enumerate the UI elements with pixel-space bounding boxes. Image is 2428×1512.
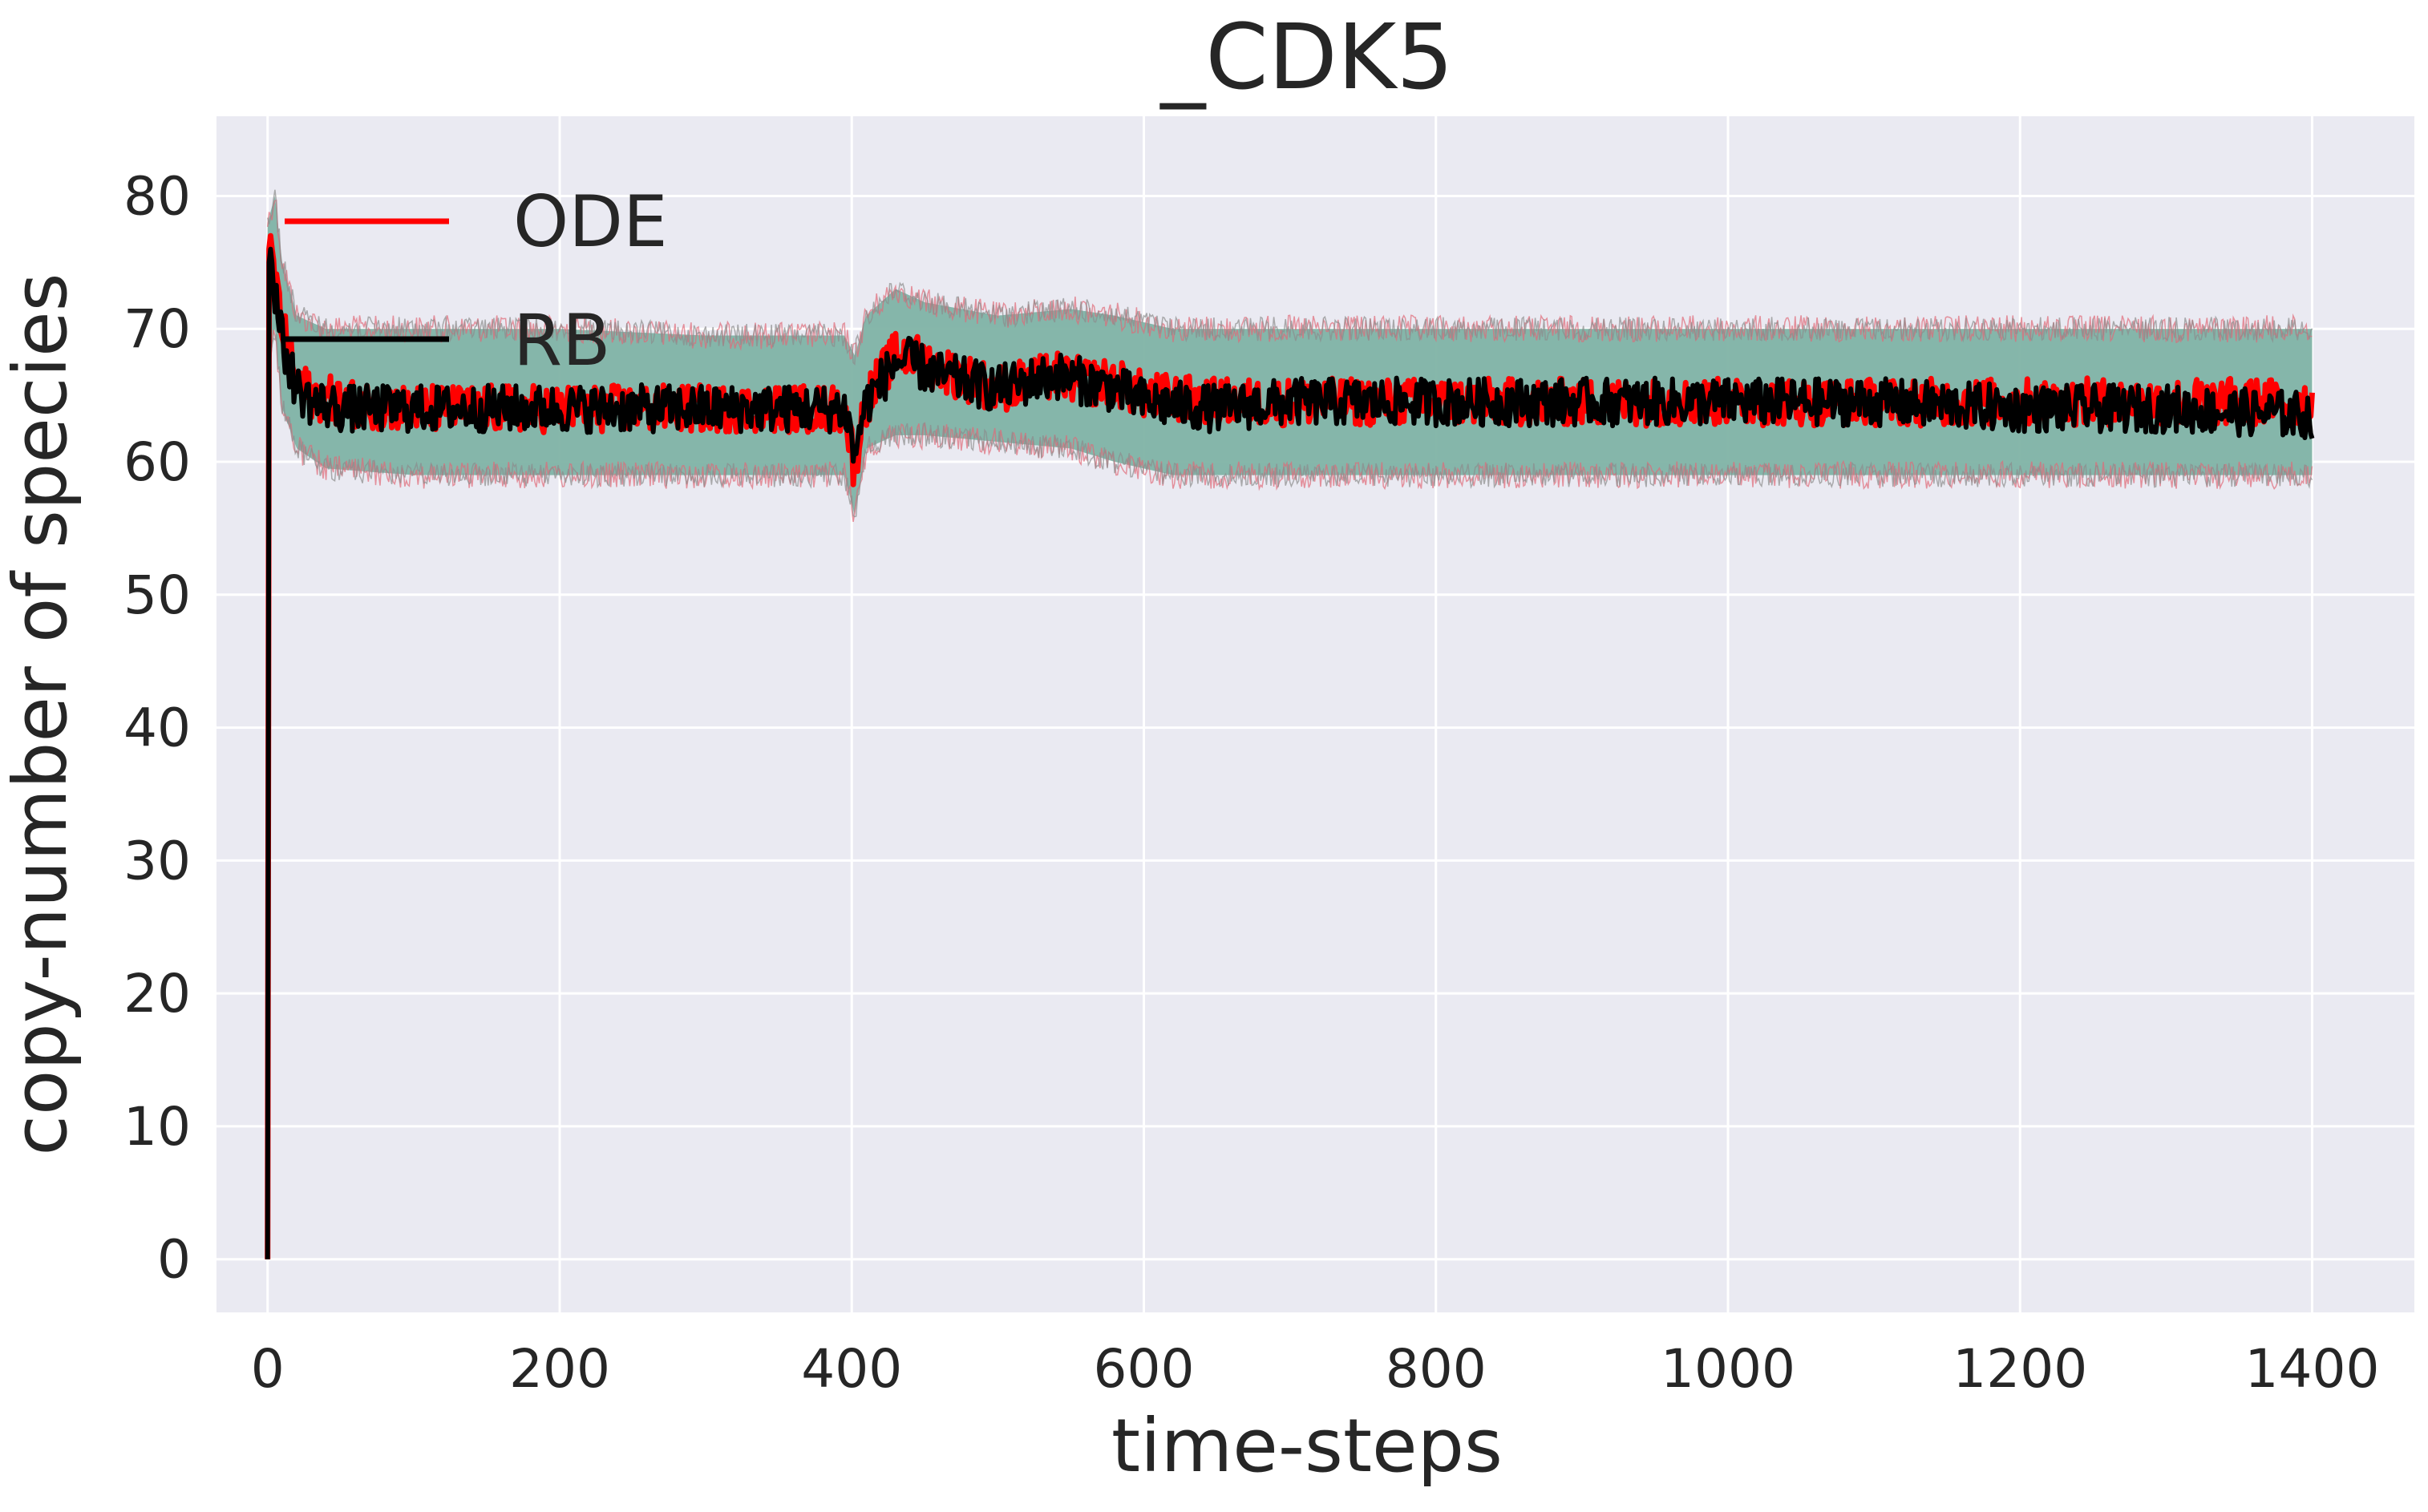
chart-title: _CDK5 [1159, 6, 1453, 110]
y-tick-label: 50 [123, 564, 191, 626]
band-edge-noise [266, 189, 2313, 366]
x-tick-label: 0 [251, 1338, 285, 1400]
y-tick-label: 0 [157, 1229, 191, 1291]
y-tick-label: 80 [123, 165, 191, 227]
legend-rb-label: RB [513, 299, 611, 382]
band-edge-noise [266, 199, 2313, 360]
legend-ode-label: ODE [513, 180, 668, 263]
y-tick-label: 10 [123, 1096, 191, 1158]
plot-background [216, 116, 2414, 1312]
series-lines [265, 232, 2315, 1259]
confidence-band [266, 189, 2313, 523]
y-tick-label: 70 [123, 298, 191, 360]
y-tick-labels: 0 10 20 30 40 50 60 70 80 [123, 165, 191, 1290]
band-area [267, 196, 2313, 515]
x-tick-label: 400 [801, 1338, 902, 1400]
grid [216, 116, 2414, 1312]
x-tick-labels: 0 200 400 600 800 1000 1200 1400 [251, 1338, 2380, 1400]
y-axis-label: copy-number of species [0, 273, 83, 1155]
x-tick-label: 1400 [2245, 1338, 2380, 1400]
y-tick-label: 20 [123, 963, 191, 1025]
x-axis-label: time-steps [1111, 1403, 1503, 1489]
y-tick-label: 30 [123, 830, 191, 891]
x-tick-label: 1000 [1661, 1338, 1795, 1400]
x-tick-label: 600 [1094, 1338, 1195, 1400]
x-tick-label: 800 [1386, 1338, 1487, 1400]
band-edge-noise [266, 334, 2313, 518]
x-tick-label: 1200 [1953, 1338, 2087, 1400]
y-tick-label: 60 [123, 431, 191, 493]
y-tick-label: 40 [123, 697, 191, 759]
x-tick-label: 200 [509, 1338, 610, 1400]
legend: ODE RB [285, 180, 668, 382]
rb-line [265, 246, 2315, 1259]
